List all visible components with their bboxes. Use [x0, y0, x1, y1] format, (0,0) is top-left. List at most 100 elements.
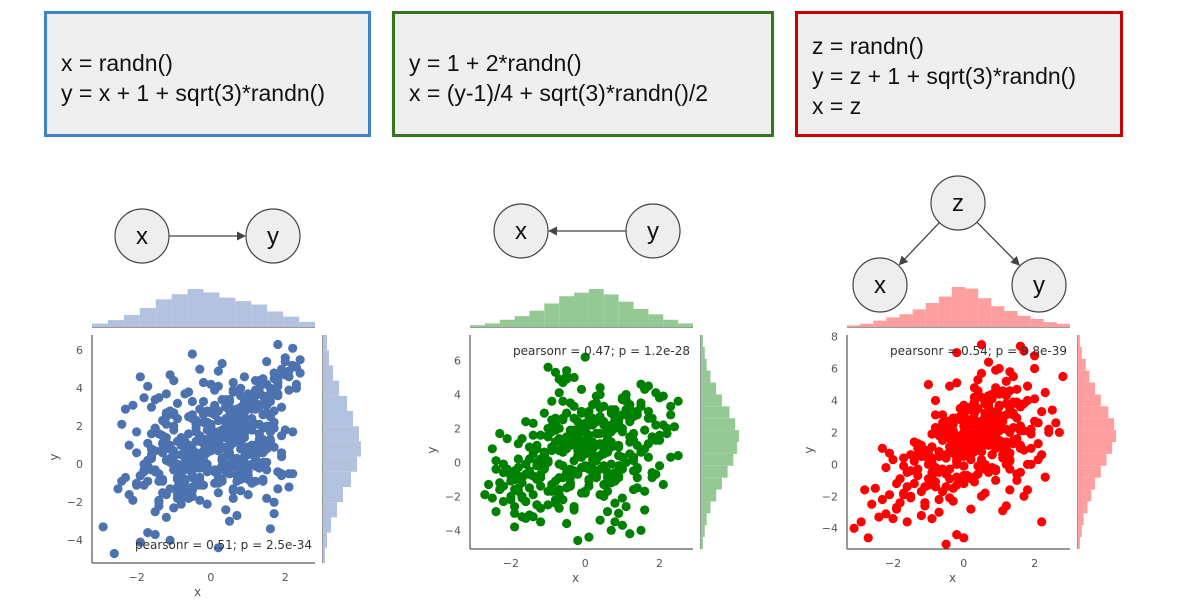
data-point — [161, 408, 171, 418]
data-point — [502, 434, 512, 444]
right-hist-bar — [701, 382, 717, 395]
data-point — [647, 473, 657, 483]
data-point — [528, 512, 538, 522]
top-hist-bar — [978, 298, 992, 327]
right-hist-bar — [701, 406, 730, 419]
data-point — [487, 444, 497, 454]
data-point — [509, 522, 520, 532]
data-point — [491, 464, 501, 474]
data-point — [543, 486, 553, 496]
data-point — [258, 391, 268, 401]
y-tick-label: 8 — [831, 331, 838, 344]
data-point — [632, 473, 642, 483]
data-point — [221, 417, 231, 427]
data-point — [614, 471, 624, 481]
right-hist-bar — [701, 418, 736, 431]
data-point — [491, 456, 501, 466]
data-point — [495, 478, 505, 488]
data-point — [172, 490, 183, 500]
right-hist-bar — [323, 441, 361, 457]
y-tick-label: 2 — [831, 426, 838, 439]
scatter-points — [480, 352, 683, 546]
data-point — [154, 476, 164, 486]
data-point — [258, 457, 268, 467]
code-line: x = randn() — [61, 50, 173, 76]
pearson-annotation: pearsonr = 0.51; p = 2.5e-34 — [135, 538, 312, 552]
data-point — [254, 376, 264, 386]
y-tick-label: −4 — [445, 524, 461, 537]
data-point — [554, 490, 564, 500]
data-point — [991, 407, 1001, 417]
data-point — [923, 379, 934, 390]
node-label-z: z — [952, 190, 964, 217]
code-line: x = (y-1)/4 + sqrt(3)*randn()/2 — [409, 80, 709, 106]
data-point — [198, 396, 209, 407]
data-point — [98, 522, 108, 532]
data-point — [554, 445, 564, 456]
node-label-x: x — [515, 218, 527, 245]
data-point — [573, 535, 583, 546]
data-point — [120, 404, 131, 414]
data-point — [558, 461, 568, 471]
right-hist-bar — [323, 426, 359, 442]
top-hist-bar — [991, 306, 1005, 327]
data-point — [959, 533, 969, 543]
data-point — [224, 396, 235, 407]
data-point — [1033, 454, 1043, 465]
data-point — [273, 467, 283, 477]
data-point — [565, 479, 575, 490]
right-hist-bar — [323, 395, 347, 411]
data-point — [1012, 384, 1022, 394]
data-point — [1022, 459, 1033, 469]
right-hist-bar — [701, 465, 728, 478]
data-point — [945, 381, 955, 391]
right-hist-bar — [1078, 382, 1096, 395]
data-point — [276, 448, 287, 458]
right-hist-bar — [323, 350, 329, 366]
top-hist-bar — [219, 297, 236, 327]
data-point — [184, 429, 194, 439]
data-point — [1033, 438, 1043, 449]
top-hist-bar — [251, 304, 268, 327]
data-point — [610, 517, 620, 527]
top-hist-bar — [603, 294, 619, 327]
right-hist-bar — [323, 517, 331, 533]
data-point — [543, 430, 553, 440]
data-point — [269, 508, 279, 519]
data-point — [213, 488, 223, 498]
data-point — [927, 453, 937, 463]
data-point — [176, 436, 186, 446]
x-tick-label: −2 — [128, 571, 144, 584]
data-point — [161, 389, 171, 399]
x-tick-label: 0 — [960, 557, 967, 570]
scatter-points — [849, 339, 1068, 549]
data-point — [602, 507, 613, 517]
data-point — [952, 480, 962, 490]
data-point — [952, 456, 962, 466]
data-point — [588, 457, 598, 467]
right-hist-bar — [701, 346, 705, 359]
pearson-annotation: pearsonr = 0.47; p = 1.2e-28 — [513, 344, 690, 358]
data-point — [632, 440, 642, 450]
top-hist-bar — [912, 309, 926, 327]
data-point — [221, 505, 231, 515]
data-point — [547, 415, 557, 425]
data-point — [239, 452, 249, 462]
data-point — [927, 442, 937, 452]
data-point — [994, 426, 1004, 436]
x-axis-label: x — [194, 585, 201, 599]
data-point — [591, 417, 601, 427]
data-point — [210, 467, 220, 477]
data-point — [217, 463, 227, 473]
data-point — [191, 419, 201, 429]
data-point — [991, 475, 1001, 485]
data-point — [1030, 394, 1040, 404]
top-hist-bar — [203, 292, 220, 327]
data-point — [239, 414, 249, 424]
data-point — [599, 439, 609, 449]
top-hist-bar — [299, 321, 315, 327]
right-hist-bar — [323, 456, 357, 472]
y-tick-label: −2 — [67, 496, 83, 509]
data-point — [976, 421, 987, 431]
